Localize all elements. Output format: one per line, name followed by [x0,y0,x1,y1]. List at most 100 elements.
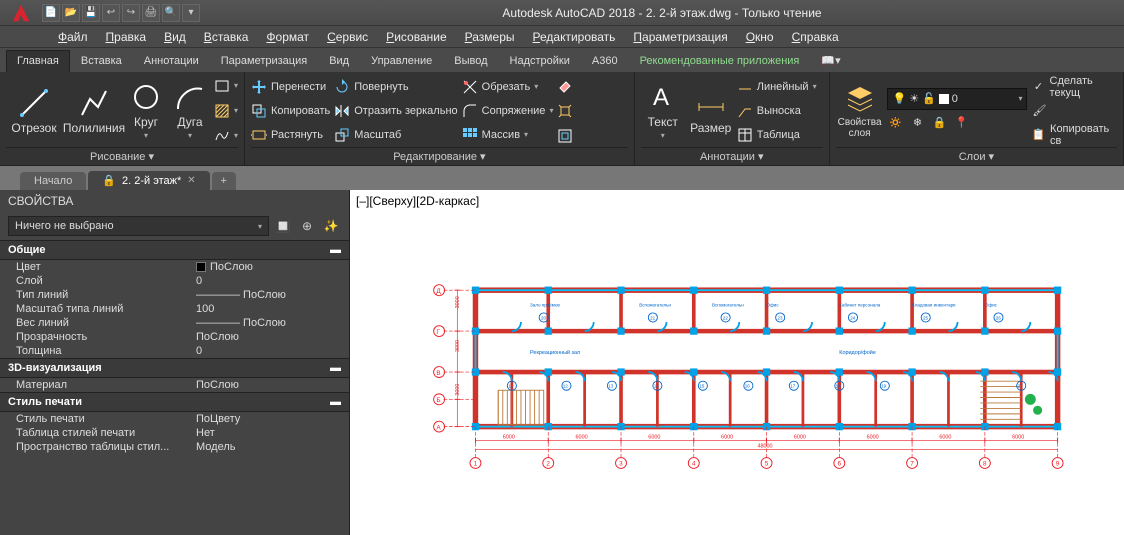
qat-print-icon[interactable]: 🖨 [142,4,160,22]
doctab-new[interactable]: + [212,172,236,190]
prop-row[interactable]: Слой0 [0,274,349,288]
ribbon-tabs: Главная Вставка Аннотации Параметризация… [0,48,1124,72]
array-button[interactable]: Массив▾ [462,124,554,146]
qat-open-icon[interactable]: 📂 [62,4,80,22]
panel-draw-title[interactable]: Рисование ▾ [6,147,238,165]
leader-button[interactable]: Выноска [737,100,817,122]
dimension-button[interactable]: Размер [689,74,733,147]
prop-row[interactable]: ПрозрачностьПоСлою [0,330,349,344]
qat-redo-icon[interactable]: ↪ [122,4,140,22]
prop-row[interactable]: Тип линий———— ПоСлою [0,288,349,302]
make-current-button[interactable]: ✓Сделать текущ [1031,76,1117,98]
prop-row[interactable]: Толщина0 [0,344,349,358]
ribbon-tab-manage[interactable]: Управление [360,50,443,72]
prop-row[interactable]: МатериалПоСлою [0,378,349,392]
qat-new-icon[interactable]: 📄 [42,4,60,22]
menu-format[interactable]: Формат [258,28,317,46]
ribbon-tab-output[interactable]: Вывод [443,50,498,72]
arc-button[interactable]: Дуга▾ [170,74,210,147]
trim-button[interactable]: Обрезать▾ [462,76,554,98]
ribbon-tab-parametric[interactable]: Параметризация [210,50,318,72]
menu-help[interactable]: Справка [784,28,847,46]
prop-row[interactable]: ЦветПоСлою [0,260,349,274]
rotate-button[interactable]: Повернуть [334,76,457,98]
viewport-label[interactable]: [–][Сверху][2D-каркас] [356,194,479,208]
menu-window[interactable]: Окно [738,28,782,46]
stretch-button[interactable]: Растянуть [251,124,330,146]
menu-parametric[interactable]: Параметризация [625,28,735,46]
toggle-pickadd-icon[interactable]: 🔲 [273,216,293,236]
erase-button[interactable] [557,75,573,97]
selection-dropdown[interactable]: Ничего не выбрано▾ [8,216,269,236]
menu-tools[interactable]: Сервис [319,28,376,46]
svg-text:15: 15 [699,384,705,389]
menu-view[interactable]: Вид [156,28,194,46]
svg-text:Кладовая инвентаря: Кладовая инвентаря [912,303,956,308]
svg-text:19: 19 [881,384,887,389]
circle-button[interactable]: Круг▾ [126,74,166,147]
layer-props-button[interactable]: Свойства слоя [836,74,884,147]
ellipse-button[interactable]: ▾ [214,125,238,147]
prop-section-header[interactable]: 3D-визуализация▬ [0,358,349,378]
ribbon-tab-view[interactable]: Вид [318,50,360,72]
prop-row[interactable]: Масштаб типа линий100 [0,302,349,316]
panel-modify-title[interactable]: Редактирование ▾ [251,147,628,165]
menu-insert[interactable]: Вставка [196,28,257,46]
select-objects-icon[interactable]: ⊕ [297,216,317,236]
app-logo-icon[interactable] [4,1,38,25]
line-button[interactable]: Отрезок [6,74,62,147]
qat-more-icon[interactable]: ▾ [182,4,200,22]
mirror-button[interactable]: Отразить зеркально [334,100,457,122]
svg-text:Б: Б [436,397,440,404]
panel-layers-title[interactable]: Слои ▾ [836,147,1117,165]
prop-row[interactable]: Таблица стилей печатиНет [0,426,349,440]
move-button[interactable]: Перенести [251,76,330,98]
linear-dim-button[interactable]: Линейный▾ [737,76,817,98]
layer-off-icon[interactable]: 🔅 [887,115,903,131]
close-icon[interactable]: ✕ [187,175,195,186]
fillet-button[interactable]: Сопряжение▾ [462,100,554,122]
menu-file[interactable]: Файл [50,28,96,46]
copy-button[interactable]: Копировать [251,100,330,122]
explode-button[interactable] [557,100,573,122]
prop-row[interactable]: Стиль печатиПоЦвету [0,412,349,426]
qat-undo-icon[interactable]: ↩ [102,4,120,22]
doctab-drawing[interactable]: 🔒 2. 2-й этаж* ✕ [88,171,209,190]
hatch-button[interactable]: ▾ [214,100,238,122]
prop-row[interactable]: Пространство таблицы стил...Модель [0,440,349,454]
ribbon-tab-addins[interactable]: Надстройки [499,50,581,72]
ribbon-tab-featured-apps[interactable]: Рекомендованные приложения [629,50,811,72]
ribbon-tab-more-icon[interactable]: 📖▾ [810,49,851,72]
offset-button[interactable] [557,125,573,147]
prop-section-header[interactable]: Общие▬ [0,240,349,260]
drawing-canvas[interactable]: [–][Сверху][2D-каркас] Зало приёмов20Всп… [350,190,1124,535]
polyline-button[interactable]: Полилиния [66,74,122,147]
scale-button[interactable]: Масштаб [334,124,457,146]
doctab-start[interactable]: Начало [20,172,86,190]
svg-text:Г: Г [436,329,440,336]
ribbon-tab-a360[interactable]: A360 [581,50,629,72]
table-button[interactable]: Таблица [737,124,817,146]
match-button[interactable]: 🖌 [1031,100,1117,122]
menu-draw[interactable]: Рисование [378,28,454,46]
layer-iso-icon[interactable]: 📍 [953,115,969,131]
panel-annotation-title[interactable]: Аннотации ▾ [641,147,823,165]
layer-freeze-icon[interactable]: ❄ [909,115,925,131]
qat-search-icon[interactable]: 🔍 [162,4,180,22]
layer-combo[interactable]: 💡☀🔓0 ▾ [887,88,1027,110]
copy-props-button[interactable]: 📋Копировать св [1031,124,1117,146]
prop-section-header[interactable]: Стиль печати▬ [0,392,349,412]
text-button[interactable]: A Текст▾ [641,74,685,147]
menu-edit[interactable]: Правка [98,28,155,46]
prop-row[interactable]: Вес линий———— ПоСлою [0,316,349,330]
ribbon-tab-insert[interactable]: Вставка [70,50,133,72]
quick-select-icon[interactable]: ✨ [321,216,341,236]
menu-dimension[interactable]: Размеры [457,28,523,46]
menu-modify[interactable]: Редактировать [525,28,624,46]
rect-button[interactable]: ▾ [214,75,238,97]
layer-lock-icon[interactable]: 🔒 [931,115,947,131]
ribbon-tab-annotate[interactable]: Аннотации [133,50,210,72]
ribbon-tab-home[interactable]: Главная [6,50,70,72]
svg-text:8: 8 [983,461,987,468]
qat-save-icon[interactable]: 💾 [82,4,100,22]
